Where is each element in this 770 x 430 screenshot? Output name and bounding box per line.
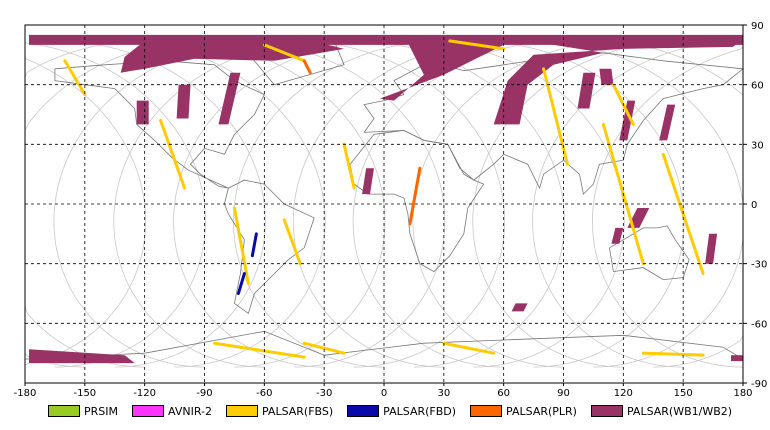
swath-wb bbox=[577, 72, 596, 109]
swath-line bbox=[442, 341, 496, 355]
orbit-track bbox=[292, 40, 504, 368]
swath-wb bbox=[29, 349, 135, 364]
legend-item-palsar-fbs: PALSAR(FBS) bbox=[225, 404, 334, 418]
orbit-track bbox=[413, 40, 625, 368]
swath-line bbox=[408, 166, 422, 226]
orbit-track bbox=[24, 40, 147, 368]
orbit-track bbox=[232, 40, 444, 368]
orbit-track bbox=[113, 40, 325, 368]
coastline bbox=[363, 52, 745, 195]
swath-line bbox=[232, 206, 250, 286]
legend-swatch-avnir2 bbox=[132, 405, 164, 417]
x-tick-label: 90 bbox=[557, 388, 570, 399]
x-tick-label: 120 bbox=[614, 388, 633, 399]
axis-tick-labels: -180 -150 -120 -90 -60 -30 0 30 60 90 120 150 180 90 6… bbox=[14, 21, 768, 399]
y-tick-label: -90 bbox=[751, 379, 767, 390]
orbit-track bbox=[234, 40, 446, 368]
swath-line bbox=[236, 272, 246, 295]
swath-wb bbox=[511, 303, 528, 312]
swath-layer bbox=[29, 34, 743, 364]
swath-line bbox=[159, 118, 187, 190]
swath-wb bbox=[136, 100, 149, 125]
y-tick-label: 0 bbox=[751, 200, 757, 211]
legend-label-prsim: PRSIM bbox=[84, 404, 118, 418]
swath-wb bbox=[120, 38, 345, 73]
swath-wb bbox=[619, 100, 636, 141]
x-tick-label: 180 bbox=[733, 388, 752, 399]
coastline bbox=[54, 60, 265, 189]
y-tick-label: 30 bbox=[751, 140, 764, 151]
swath-wb bbox=[176, 84, 191, 119]
legend-item-palsar-plr: PALSAR(PLR) bbox=[470, 405, 577, 418]
swath-wb bbox=[705, 233, 718, 264]
orbit-track-layer bbox=[24, 40, 744, 368]
swath-line bbox=[342, 142, 356, 190]
legend-label-palsar-wb: PALSAR(WB1/WB2) bbox=[626, 404, 733, 418]
legend-swatch-palsar-wb bbox=[590, 405, 623, 417]
swath-line bbox=[282, 218, 302, 266]
swath-wb bbox=[362, 168, 374, 195]
x-tick-label: 150 bbox=[674, 388, 693, 399]
x-tick-label: 0 bbox=[381, 388, 387, 399]
x-tick-label: -150 bbox=[73, 388, 96, 399]
orbit-track bbox=[24, 40, 206, 368]
legend-item-palsar-wb: PALSAR(WB1/WB2) bbox=[590, 404, 733, 418]
legend-item-avnir2: AVNIR-2 bbox=[132, 405, 212, 418]
coastline bbox=[609, 225, 690, 281]
x-tick-label: -90 bbox=[196, 388, 212, 399]
swath-line bbox=[641, 351, 705, 357]
swath-line bbox=[302, 341, 346, 355]
legend-swatch-palsar-plr bbox=[470, 405, 503, 417]
swath-line bbox=[302, 59, 312, 75]
swath-line bbox=[212, 341, 306, 359]
x-tick-label: -120 bbox=[133, 388, 156, 399]
swath-line bbox=[250, 232, 258, 258]
swath-wb bbox=[659, 104, 676, 141]
orbit-track bbox=[114, 40, 326, 368]
orbit-track bbox=[294, 40, 506, 368]
orbit-track bbox=[532, 40, 744, 368]
legend-label-palsar-plr: PALSAR(PLR) bbox=[506, 404, 577, 418]
legend-swatch-palsar-fbs bbox=[225, 405, 258, 417]
coastline bbox=[24, 330, 744, 360]
legend-swatch-prsim bbox=[48, 405, 80, 417]
x-tick-label: -30 bbox=[316, 388, 332, 399]
legend-label-avnir2: AVNIR-2 bbox=[168, 404, 212, 418]
swath-line bbox=[262, 43, 306, 63]
legend-item-palsar-fbd: PALSAR(FBD) bbox=[347, 405, 456, 418]
swath-wb bbox=[380, 34, 504, 101]
orbit-track bbox=[472, 40, 684, 368]
x-tick-label: 60 bbox=[497, 388, 510, 399]
swath-line bbox=[448, 39, 506, 51]
legend-swatch-palsar-fbd bbox=[347, 405, 380, 417]
legend-label-palsar-fbs: PALSAR(FBS) bbox=[261, 404, 334, 418]
y-tick-label: -60 bbox=[751, 319, 767, 330]
x-tick-label: -60 bbox=[256, 388, 272, 399]
x-tick-label: 30 bbox=[437, 388, 450, 399]
swath-wb bbox=[493, 36, 743, 125]
legend-label-palsar-fbd: PALSAR(FBD) bbox=[383, 404, 457, 418]
swath-line bbox=[63, 59, 87, 97]
y-tick-label: 90 bbox=[751, 21, 764, 32]
swath-wb bbox=[731, 355, 743, 362]
y-tick-label: 60 bbox=[751, 81, 764, 92]
orbit-track bbox=[473, 40, 685, 368]
x-tick-label: -180 bbox=[14, 388, 37, 399]
swath-wb bbox=[611, 227, 624, 244]
y-tick-label: -30 bbox=[751, 260, 767, 271]
orbit-track bbox=[24, 40, 145, 368]
coastline bbox=[349, 129, 485, 273]
legend-item-prsim: PRSIM bbox=[48, 405, 118, 418]
legend: PRSIM AVNIR-2 PALSAR(FBS) PALSAR(FBD) PA… bbox=[48, 403, 746, 419]
swath-wb bbox=[218, 72, 241, 125]
orbit-track bbox=[173, 40, 385, 368]
orbit-track bbox=[591, 40, 744, 368]
swath-wb bbox=[599, 68, 614, 85]
